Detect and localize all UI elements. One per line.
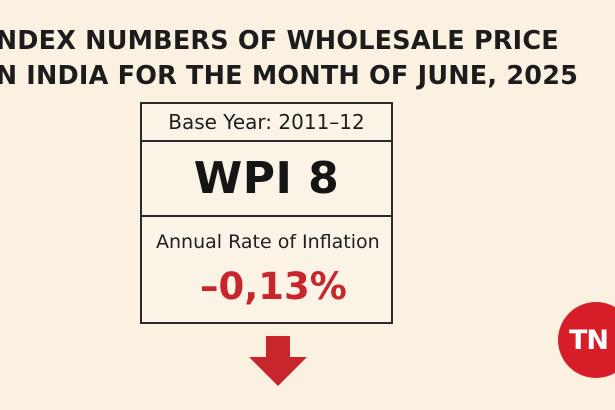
headline: INDEX NUMBERS OF WHOLESALE PRICE IN INDI…	[0, 24, 615, 94]
channel-logo: TN	[558, 302, 615, 378]
inflation-section: Annual Rate of Inflation –0,13%	[142, 217, 391, 322]
wpi-label: WPI 8	[142, 142, 391, 217]
logo-text: TN	[569, 324, 609, 356]
headline-line-1: INDEX NUMBERS OF WHOLESALE PRICE	[0, 26, 559, 56]
headline-line-2: IN INDIA FOR THE MONTH OF JUNE, 2025	[0, 61, 579, 91]
wpi-card: Base Year: 2011–12 WPI 8 Annual Rate of …	[140, 102, 393, 324]
base-year-label: Base Year: 2011–12	[142, 104, 391, 142]
inflation-label: Annual Rate of Inflation	[156, 231, 380, 253]
inflation-value: –0,13%	[200, 265, 347, 308]
down-arrow-icon	[249, 336, 307, 386]
